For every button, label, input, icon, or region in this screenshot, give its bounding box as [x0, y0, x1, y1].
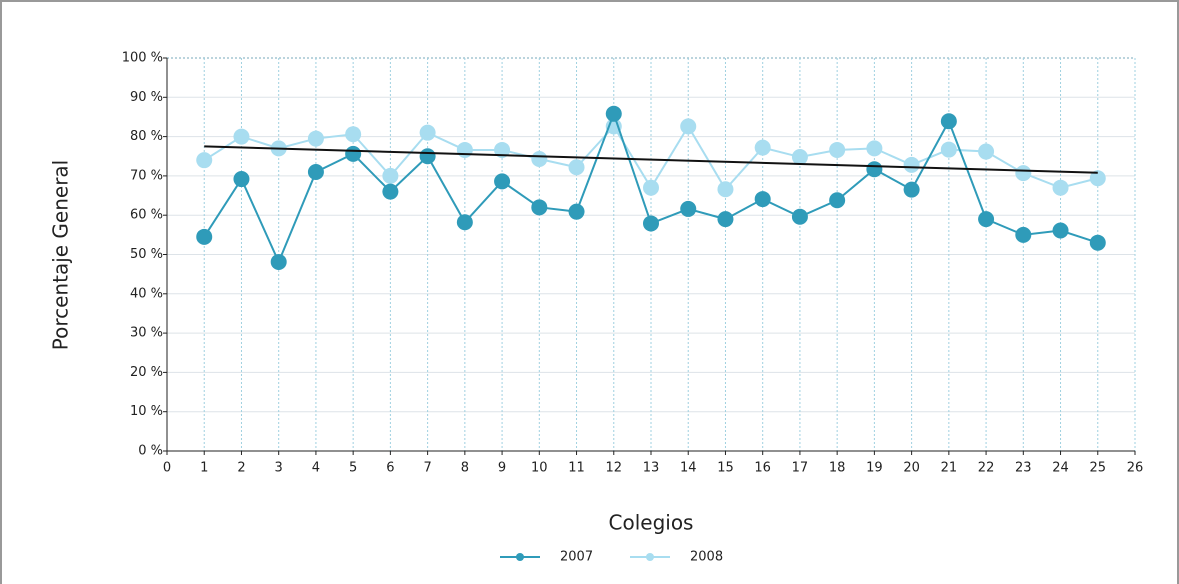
x-tick-label: 6 [386, 461, 394, 476]
y-tick-label: 30 % [130, 326, 163, 341]
point [940, 113, 957, 130]
point [233, 128, 250, 145]
y-tick-label: 10 % [130, 404, 163, 419]
trendline [204, 145, 1098, 174]
y-tick-label: 60 % [130, 208, 163, 223]
x-tick-label: 5 [349, 461, 357, 476]
point [754, 139, 771, 156]
legend-label: 2008 [690, 550, 723, 565]
point [605, 105, 622, 122]
point [643, 179, 659, 196]
point [866, 140, 883, 157]
x-tick-label: 3 [275, 461, 283, 476]
x-tick-label: 4 [312, 461, 320, 476]
x-tick-label: 24 [1052, 461, 1069, 476]
x-tick-label: 18 [829, 461, 846, 476]
point [531, 199, 548, 216]
point [866, 161, 883, 178]
y-tick-label: 0 % [138, 444, 163, 459]
y-axis-title: Porcentaje General [49, 160, 73, 350]
point [307, 163, 324, 180]
y-tick-label: 40 % [130, 286, 163, 301]
y-tick-label: 50 % [130, 247, 163, 262]
point [345, 145, 362, 162]
point [680, 200, 697, 217]
point [978, 211, 995, 228]
point [940, 141, 957, 158]
x-tick-label: 21 [941, 461, 958, 476]
point [270, 253, 287, 270]
x-tick-label: 13 [643, 461, 660, 476]
point [829, 141, 846, 158]
point [643, 215, 659, 232]
y-tick-label: 20 % [130, 365, 163, 380]
point [196, 228, 213, 245]
point [382, 167, 399, 184]
x-tick-label: 17 [792, 461, 809, 476]
y-tick-label: 70 % [130, 168, 163, 183]
y-tick-label: 100 % [122, 51, 163, 66]
point [903, 181, 920, 198]
point [978, 143, 995, 160]
legend-label: 2007 [560, 550, 593, 565]
x-tick-label: 16 [754, 461, 771, 476]
point [568, 203, 585, 220]
x-tick-label: 11 [568, 461, 585, 476]
point [345, 126, 362, 143]
x-tick-label: 25 [1089, 461, 1106, 476]
y-tick-label: 80 % [130, 129, 163, 144]
point [531, 151, 548, 168]
legend-marker [516, 553, 524, 561]
x-tick-label: 7 [423, 461, 431, 476]
point [903, 156, 920, 173]
x-axis-title: Colegios [609, 511, 694, 535]
point [1089, 170, 1106, 187]
x-tick-label: 19 [866, 461, 883, 476]
point [456, 141, 473, 158]
x-tick-label: 10 [531, 461, 548, 476]
point [196, 152, 213, 169]
point [680, 118, 697, 135]
point [382, 183, 399, 200]
point [717, 181, 734, 198]
point [829, 192, 846, 209]
point [456, 214, 473, 231]
point [791, 149, 808, 166]
point [307, 130, 324, 147]
x-tick-label: 9 [498, 461, 506, 476]
y-tick-label: 90 % [130, 90, 163, 105]
point [1052, 179, 1069, 196]
x-tick-label: 20 [903, 461, 920, 476]
legend-marker [646, 553, 654, 561]
point [1015, 226, 1032, 243]
point [791, 208, 808, 225]
x-tick-label: 2 [237, 461, 245, 476]
x-tick-label: 12 [605, 461, 622, 476]
x-tick-label: 26 [1127, 461, 1144, 476]
point [494, 141, 511, 158]
point [1089, 234, 1106, 251]
x-tick-label: 8 [461, 461, 469, 476]
x-tick-label: 15 [717, 461, 734, 476]
x-tick-label: 1 [200, 461, 208, 476]
point [419, 124, 436, 141]
x-tick-label: 0 [163, 461, 171, 476]
point [1015, 165, 1032, 182]
point [568, 159, 585, 176]
point [419, 148, 436, 165]
point [717, 211, 734, 228]
point [233, 171, 250, 188]
x-tick-label: 23 [1015, 461, 1032, 476]
x-tick-label: 14 [680, 461, 697, 476]
point [494, 173, 511, 190]
point [1052, 222, 1069, 239]
point [754, 191, 771, 208]
x-tick-label: 22 [978, 461, 995, 476]
